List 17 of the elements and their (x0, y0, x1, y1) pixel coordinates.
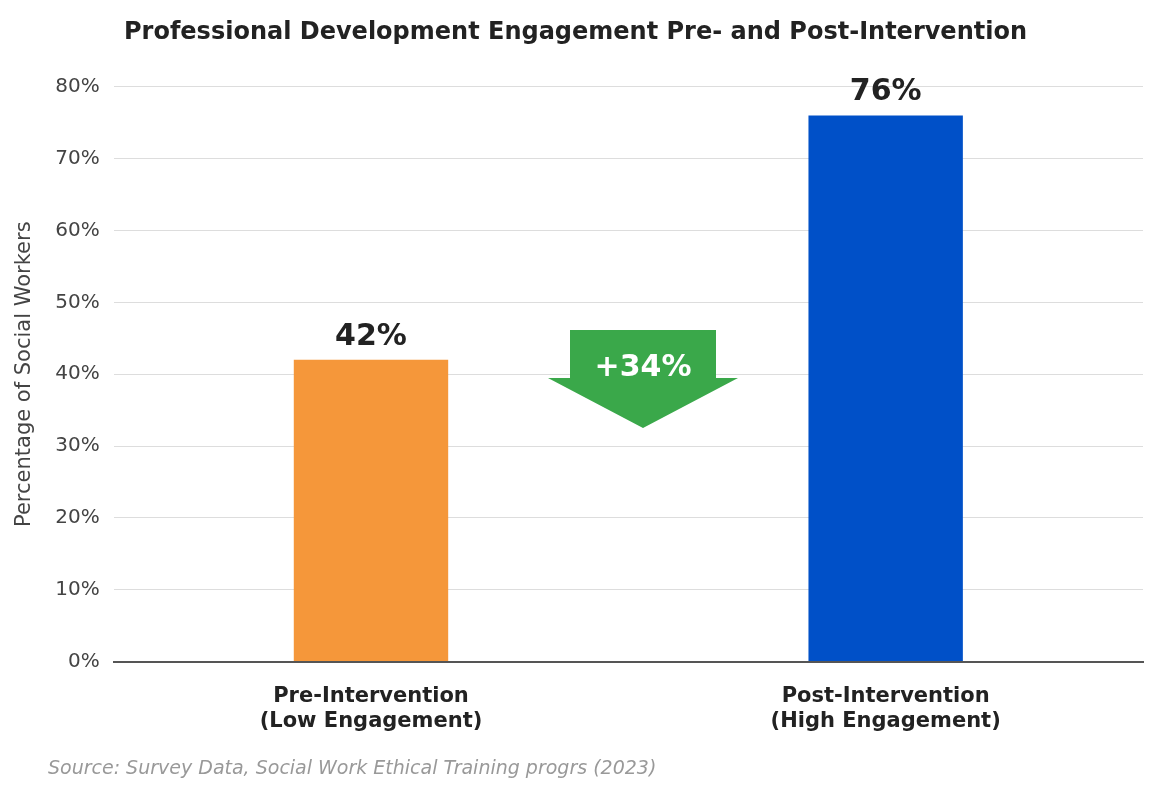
y-tick-label: 70% (55, 144, 100, 169)
chart-title: Professional Development Engagement Pre- and Post-Intervention (123, 16, 1028, 45)
x-tick-label: Post-Intervention (High Engagement) (770, 682, 1001, 732)
y-axis-title: Percentage of Social Workers (11, 221, 36, 527)
y-tick-label: 20% (55, 504, 100, 529)
y-tick-label: 30% (55, 432, 100, 457)
data-label: 76% (849, 72, 922, 108)
x-tick-label: Pre-Intervention (Low Engagement) (259, 682, 483, 732)
data-label: 42% (335, 316, 407, 352)
y-tick-label: 80% (55, 73, 100, 97)
annotation: +34% (593, 348, 693, 383)
source-note: Source: Survey Data, Social Work Ethical Training progrs (2023) (48, 756, 657, 778)
y-tick-label: 40% (55, 360, 100, 385)
y-tick-label: 10% (55, 575, 100, 600)
y-tick-label: 0% (67, 647, 100, 672)
y-tick-label: 50% (55, 288, 100, 313)
y-tick-label: 60% (55, 216, 100, 241)
